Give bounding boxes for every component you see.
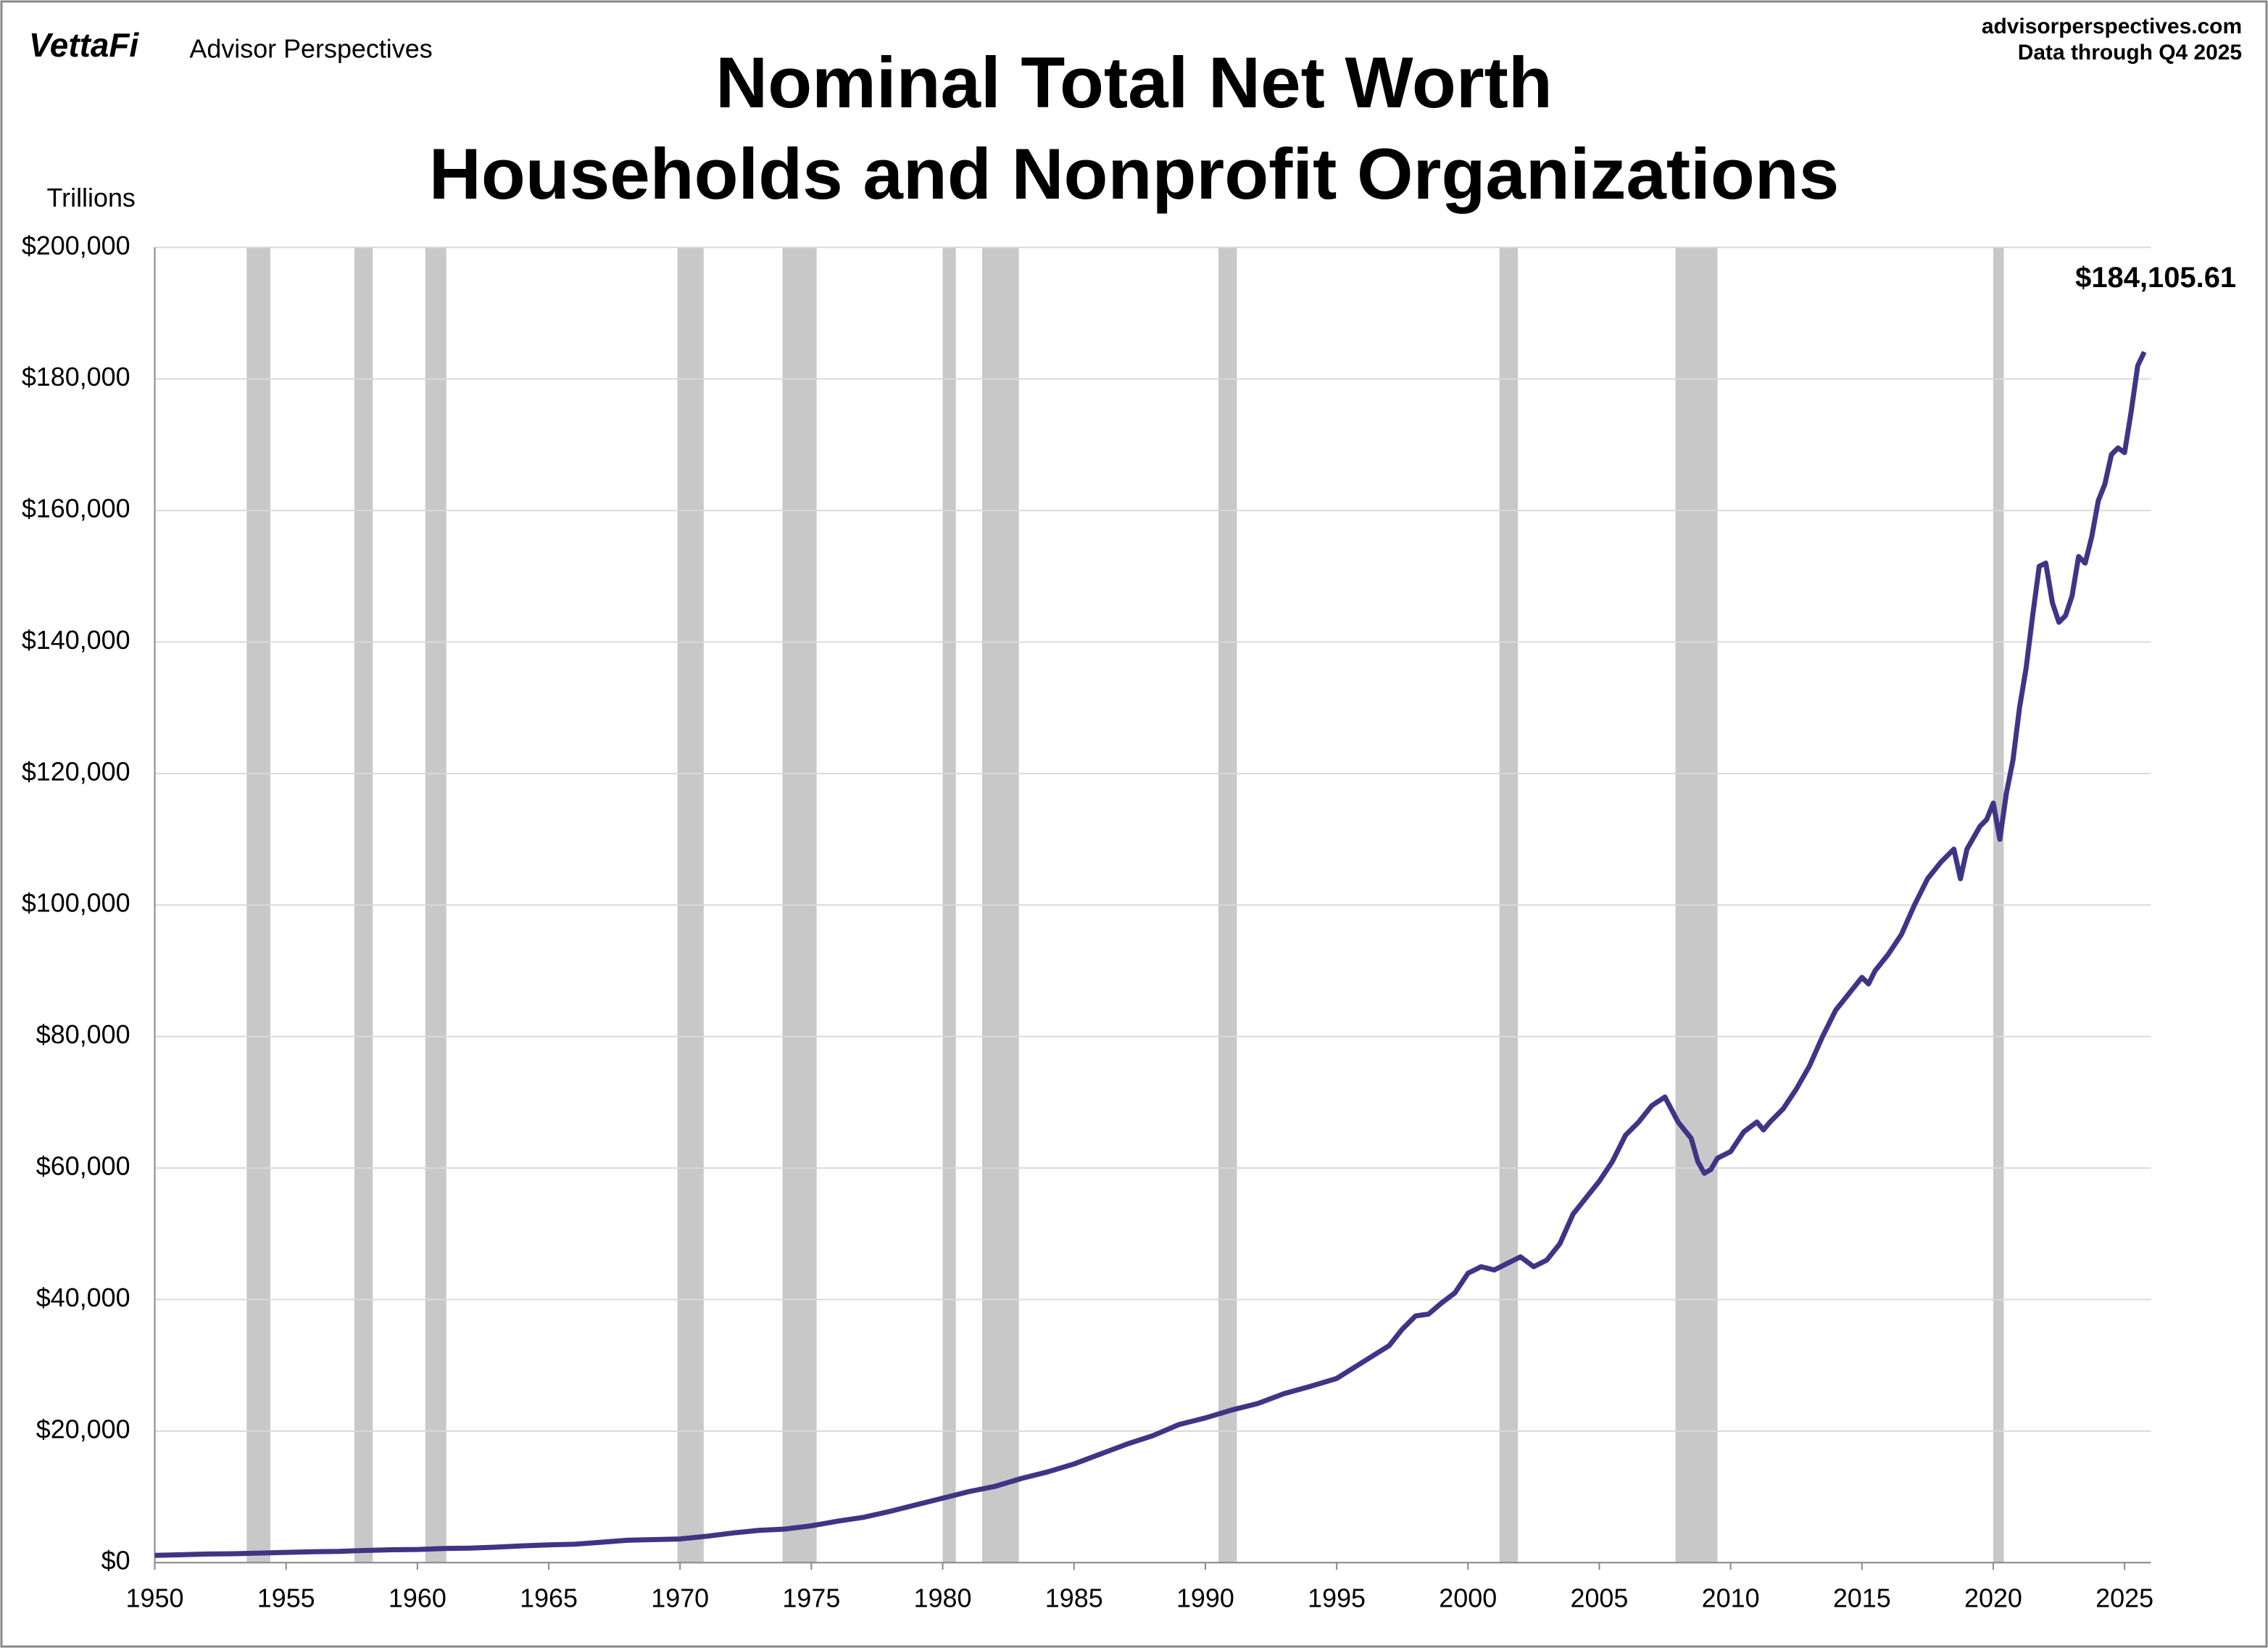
y-tick-label: $120,000 xyxy=(22,756,130,786)
x-tick-label: 2025 xyxy=(2095,1583,2153,1613)
y-tick-label: $200,000 xyxy=(22,231,130,260)
x-tick-label: 1965 xyxy=(520,1583,578,1613)
x-tick-label: 1950 xyxy=(126,1583,184,1613)
y-tick-label: $20,000 xyxy=(36,1414,130,1444)
logo: VettaFi xyxy=(29,26,139,64)
y-tick-label: $40,000 xyxy=(36,1283,130,1312)
y-tick-label: $180,000 xyxy=(22,362,130,392)
y-tick-label: $60,000 xyxy=(36,1151,130,1181)
chart-title: Nominal Total Net Worth xyxy=(715,43,1553,123)
y-tick-label: $80,000 xyxy=(36,1019,130,1049)
y-tick-label: $0 xyxy=(101,1546,130,1575)
x-tick-label: 2020 xyxy=(1964,1583,2022,1613)
brand-name: Advisor Perspectives xyxy=(189,33,432,63)
y-tick-label: $100,000 xyxy=(22,888,130,918)
x-tick-label: 1975 xyxy=(782,1583,840,1613)
source: advisorperspectives.com xyxy=(1982,15,2242,38)
x-tick-label: 2005 xyxy=(1570,1583,1628,1613)
x-tick-label: 1980 xyxy=(914,1583,972,1613)
y-tick-label: $140,000 xyxy=(22,625,130,655)
y-tick-label: $160,000 xyxy=(22,494,130,523)
chart-subtitle: Households and Nonprofit Organizations xyxy=(429,134,1839,215)
y-axis-label: Trillions xyxy=(47,183,136,212)
data-note: Data through Q4 2025 xyxy=(2018,41,2242,65)
x-tick-label: 1990 xyxy=(1176,1583,1234,1613)
x-tick-label: 1985 xyxy=(1045,1583,1103,1613)
x-tick-label: 2000 xyxy=(1439,1583,1497,1613)
x-tick-label: 2015 xyxy=(1833,1583,1891,1613)
end-value-label: $184,105.61 xyxy=(2075,262,2236,294)
series-line xyxy=(154,350,2147,1558)
x-tick-label: 1970 xyxy=(651,1583,709,1613)
x-tick-label: 1960 xyxy=(389,1583,446,1613)
x-tick-label: 1955 xyxy=(257,1583,315,1613)
x-tick-label: 2010 xyxy=(1702,1583,1760,1613)
x-tick-label: 1995 xyxy=(1308,1583,1366,1613)
